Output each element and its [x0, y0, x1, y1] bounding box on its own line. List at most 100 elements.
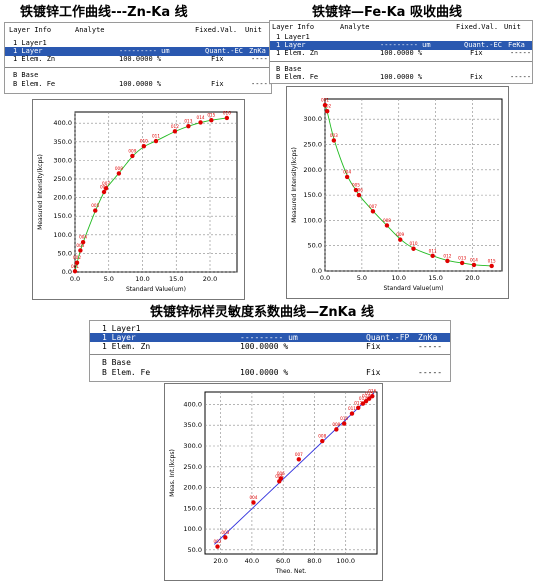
table-row-selected[interactable]: 1 Layer --------- um Quant.-EC FeKa [270, 41, 532, 50]
data-point [80, 240, 86, 245]
chart-fe-absorption-curve: 0.0 5.0 10.0 15.0 20.0 0.0 50.0 100.0 150.0 200.0… [291, 98, 503, 292]
data-point [116, 171, 122, 176]
data-point [334, 427, 339, 432]
x-tick-label: 60.0 [276, 557, 290, 565]
data-point-label: 012 [354, 400, 362, 405]
x-tick-label: 15.0 [428, 274, 442, 282]
data-point [251, 500, 256, 505]
table-row[interactable]: B Elem. Fe 100.0000 % Fix ----- [5, 80, 271, 89]
data-point-label: 004 [343, 169, 351, 174]
data-point-label: 007 [295, 452, 303, 457]
table-row[interactable]: 1 Elem. Zn 100.0000 % Fix ----- [270, 49, 532, 58]
cell-unit: ----- [510, 49, 532, 57]
table-row[interactable]: 1 Elem. Zn 100.0000 % Fix ----- [5, 55, 271, 64]
table-row-selected[interactable]: 1 Layer --------- um Quant.-FP ZnKa [90, 333, 450, 342]
data-point-label: 007 [369, 204, 377, 209]
data-point-label: 010 [140, 139, 148, 144]
data-point-label: 011 [429, 248, 437, 253]
table-row[interactable]: B Base [5, 71, 271, 80]
data-point [130, 153, 135, 159]
divider [270, 61, 532, 62]
y-axis-label: Measured Intensity(kcps) [291, 147, 298, 223]
y-tick-label: 350.0 [53, 138, 72, 146]
data-point-label: 005 [275, 474, 283, 479]
layer-label: 1 Layer1 [13, 39, 47, 47]
header-fixed-val: Fixed.Val. [456, 23, 499, 31]
y-tick-label: 0.0 [312, 267, 322, 275]
y-axis-label: Measured Intensity(kcps) [37, 154, 44, 230]
data-point [366, 396, 372, 401]
cell-fix: Fix [211, 80, 224, 88]
data-point-label: 006 [355, 188, 363, 193]
table-row[interactable]: B Elem. Fe 100.0000 % Fix ----- [90, 368, 450, 377]
data-point-label: 009 [128, 148, 136, 153]
data-point [411, 246, 416, 251]
data-point-label: 004 [249, 495, 257, 500]
data-point [141, 144, 147, 149]
x-axis-label: Standard Value(um) [383, 285, 443, 292]
base-label: B Base [102, 358, 131, 367]
y-tick-label: 200.0 [303, 166, 322, 174]
data-point [363, 398, 369, 404]
data-point-label: 005 [352, 183, 360, 188]
data-point-label: 008 [115, 166, 123, 171]
data-point [384, 223, 390, 228]
table-row-selected[interactable]: 1 Layer --------- um Quant.-EC ZnKa [5, 47, 271, 56]
table-row[interactable]: 1 Layer1 [270, 33, 532, 42]
cell-unit: ----- [251, 55, 272, 63]
y-tick-label: 100.0 [183, 525, 202, 533]
table-row[interactable]: B Base [270, 65, 532, 74]
cell-fix: Fix [470, 73, 483, 81]
data-point [445, 258, 450, 264]
x-tick-label: 20.0 [213, 557, 227, 565]
table-row[interactable]: 1 Layer1 [90, 324, 450, 333]
cell-thickness: --------- um [380, 41, 431, 49]
table-row[interactable]: B Base [90, 358, 450, 367]
data-point [341, 421, 347, 426]
data-point-label: 011 [348, 406, 356, 411]
y-tick-label: 250.0 [53, 175, 72, 183]
cell-unit: ----- [510, 73, 532, 81]
table-row[interactable]: 1 Layer1 [5, 39, 271, 48]
base-label: B Base [13, 71, 39, 79]
data-point [186, 123, 191, 129]
x-tick-label: 20.0 [465, 274, 479, 282]
chart-title-sensitivity-curve: 铁镀锌标样灵敏度系数曲线—ZnKa 线 [150, 305, 375, 320]
data-point-label: 014 [197, 115, 205, 120]
x-tick-label: 40.0 [245, 557, 259, 565]
chart-sensitivity-curve: 20.0 40.0 60.0 80.0 100.0 50.0 100.0 150.0 200.0… [169, 389, 378, 575]
data-point [74, 260, 80, 265]
cell-unit: ----- [418, 342, 443, 351]
table-row[interactable]: 1 Elem. Zn 100.0000 % Fix ----- [90, 342, 450, 351]
data-point [78, 248, 83, 253]
chart-panel-sensitivity: 20.0 40.0 60.0 80.0 100.0 50.0 100.0 150.0 200.0… [164, 383, 383, 581]
x-axis-label: Standard Value(um) [126, 286, 186, 293]
data-point [459, 260, 465, 266]
fit-line [214, 392, 375, 545]
data-point-label: 015 [488, 258, 496, 263]
cell-value: 100.0000 % [380, 73, 423, 81]
y-tick-label: 150.0 [53, 212, 72, 220]
data-point-label: 010 [340, 416, 348, 421]
cell-element: 1 Elem. Zn [102, 342, 151, 351]
header-analyte: Analyte [75, 26, 105, 34]
data-point-label: 007 [102, 181, 110, 186]
data-point-label: 010 [410, 241, 418, 246]
y-tick-label: 0.0 [62, 268, 72, 276]
data-point-label: 006 [100, 185, 108, 190]
data-point-label: 013 [458, 255, 466, 260]
table-row[interactable]: B Elem. Fe 100.0000 % Fix ----- [270, 73, 532, 82]
header-unit: Unit [245, 26, 262, 34]
cell-fix: Fix [366, 368, 381, 377]
data-point [93, 208, 98, 213]
cell-value: 100.0000 % [119, 55, 162, 63]
data-point [349, 411, 355, 416]
y-tick-label: 250.0 [303, 141, 322, 149]
data-point [471, 262, 477, 268]
data-point [430, 253, 435, 259]
data-point [153, 138, 159, 144]
data-point-label: 014 [362, 394, 370, 399]
chart-panel-fe-absorption: 0.0 5.0 10.0 15.0 20.0 0.0 50.0 100.0 150.0 200.0… [286, 86, 509, 299]
data-point [215, 544, 220, 549]
cell-element: B Elem. Fe [13, 80, 56, 88]
